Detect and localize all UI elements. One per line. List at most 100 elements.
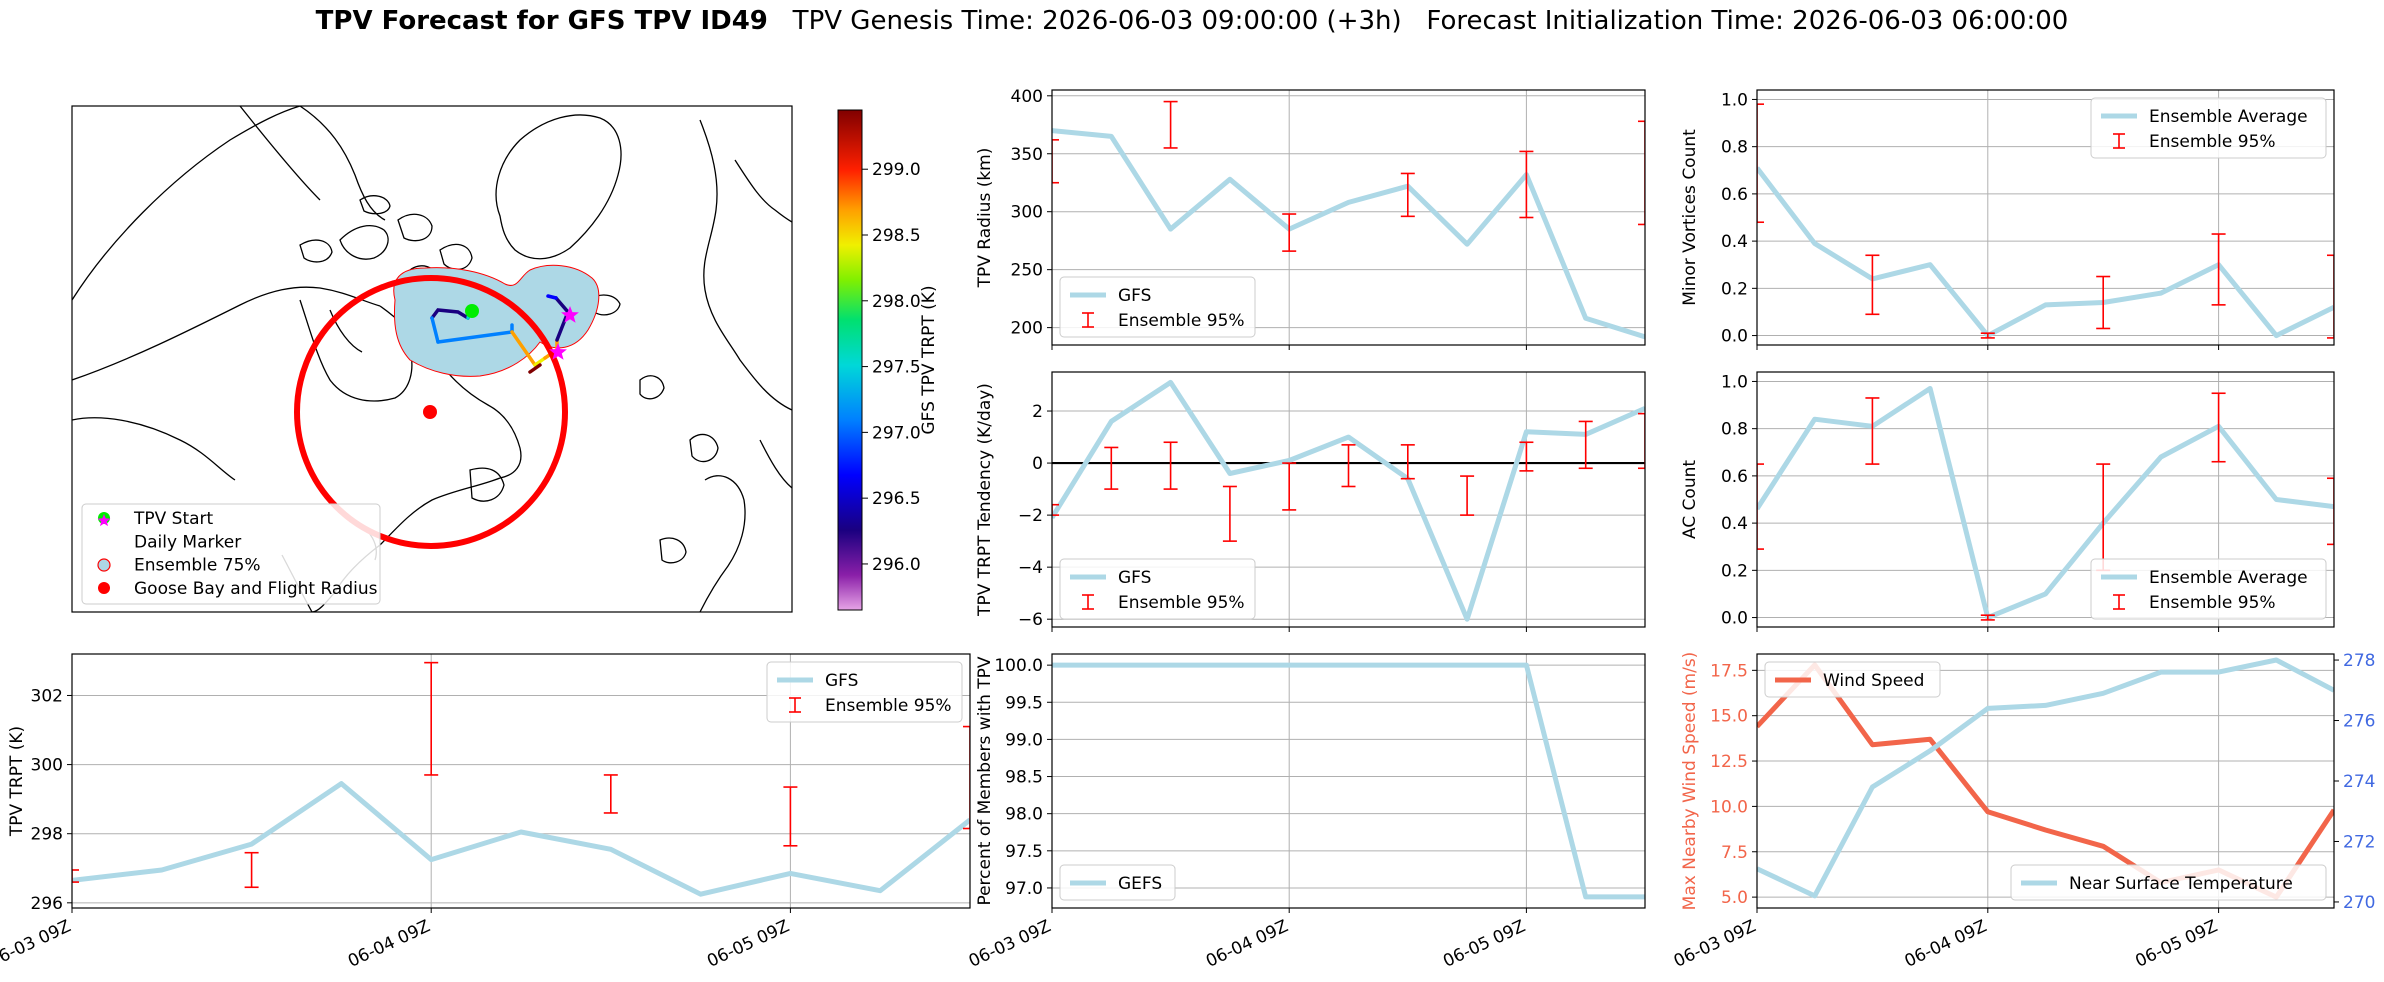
y-tick-label: 298 [31,825,63,845]
figure-title: TPV Forecast for GFS TPV ID49 TPV Genesi… [0,6,2384,36]
y-tick-label: 300 [31,756,63,776]
daily-marker-star [561,306,579,323]
x-tick-label: 06-05 09Z [704,916,792,971]
y-tick-label: 10.0 [1710,797,1748,817]
legend-label: GFS [1118,568,1151,588]
y-tick-label: −2 [1018,506,1043,526]
y-tick-label: 98.5 [1005,768,1043,788]
y-tick-label: 0.0 [1721,609,1748,629]
y-axis-label: TPV Radius (km) [975,148,995,289]
y-tick-label: 15.0 [1710,707,1748,727]
error-bar [1519,441,1534,472]
legend-frame [2090,558,2327,620]
legend-frame [1059,864,1176,901]
y-tick-label: 98.0 [1005,805,1043,825]
legend-frame [1764,661,1941,698]
y-axis-label: TPV TRPT (K) [7,726,27,837]
legend-daily-marker-icon [97,514,111,527]
panel-wind_temp: 5.0 7.5 10.0 12.5 15.0 17.5 06-03 09Z 06-04 09Z… [1671,651,2376,972]
y-tick-label: 0.8 [1721,420,1748,440]
error-bar [1865,397,1880,465]
ensemble-75-region [393,264,600,377]
y-tick-label: 2 [1032,402,1043,422]
error-bar [1400,444,1415,480]
map-colorbar: 299.0 298.5 298.0 297.5 297.0 296.5 296.0 GFS T… [837,109,939,611]
plot-frame [1051,89,1646,346]
colorbar-tick-label: 299.0 [872,160,921,180]
y-tick-label: 0.2 [1721,561,1748,581]
y-tick-label: 99.5 [1005,693,1043,713]
map-legend-label: TPV Start [133,509,214,529]
error-bar [1638,120,1645,226]
panel-minor: 0.0 0.2 0.4 0.6 0.8 1.0 Minor Vortices Count En… [1680,89,2335,350]
y-tick-label: 5.0 [1721,888,1748,908]
flight-radius-circle [294,275,568,549]
legend: GEFS [1059,864,1176,901]
panel-tendency: −6 −4 −2 0 2 TPV TRPT Tendency (K/day) GFS Ense… [975,371,1646,632]
error-bar [2211,233,2226,306]
error-bar [1519,150,1534,219]
y-right-tick-label: 270 [2343,893,2375,913]
series-line [1757,386,2334,621]
y-tick-label: 0.6 [1721,185,1748,205]
y-tick-label: 302 [31,686,63,706]
error-bar [603,774,618,814]
colorbar-tick-label: 296.0 [872,555,921,575]
error-bar [1282,213,1297,252]
error-bar [2211,392,2226,463]
tpv-start-marker [465,304,479,318]
y-axis-label: Minor Vortices Count [1680,129,1700,306]
y-tick-label: 0 [1032,454,1043,474]
legend-label: GFS [1118,286,1151,306]
series-line [72,781,970,897]
panel-trpt: 296 298 300 302 06-03 09Z 06-04 09Z 06-05 09Z T… [0,653,971,972]
legend-label: Ensemble Average [2149,568,2308,588]
legend-frame [2090,97,2327,159]
error-bar [244,851,259,889]
legend: Wind Speed [1764,661,1941,698]
legend-label: Near Surface Temperature [2069,874,2293,894]
legend-label: Wind Speed [1823,671,1924,691]
y-tick-label: 99.0 [1005,730,1043,750]
y-tick-label: 296 [31,894,63,914]
y-axis-label: AC Count [1680,460,1700,539]
x-tick-label: 06-04 09Z [1203,916,1291,971]
error-bar [1052,139,1059,184]
legend-ensemble-icon [97,558,111,572]
y-tick-label: 300 [1011,203,1043,223]
y-axis-label: TPV TRPT Tendency (K/day) [975,383,995,617]
y-right-tick-label: 274 [2343,772,2375,792]
legend-label: GFS [825,671,858,691]
legend: Ensemble Average Ensemble 95% [2090,558,2327,620]
error-bar [1638,412,1645,470]
error-bar [2096,275,2111,330]
error-bar [1052,503,1059,516]
map-legend-label: Ensemble 75% [134,556,261,576]
legend-frame [1059,558,1256,620]
colorbar-tick-label: 298.0 [872,292,921,312]
series-line [1052,662,1645,900]
series-line [1052,379,1645,622]
legend: GFS Ensemble 95% [1059,558,1256,620]
legend-goose-bay-icon [98,582,110,594]
error-bar [1757,103,1764,224]
error-bar [1163,441,1178,490]
y-tick-label: 100.0 [994,656,1043,676]
x-tick-label: 06-05 09Z [1440,916,1528,971]
colorbar-tick-label: 297.0 [872,423,921,443]
y-axis-label: Max Nearby Wind Speed (m/s) [1680,652,1700,911]
legend-label: Ensemble 95% [825,696,952,716]
x-tick-label: 06-03 09Z [966,916,1054,971]
legend-label: Ensemble Average [2149,107,2308,127]
error-bar [1104,446,1119,490]
plot-frame [71,653,971,909]
legend-label: Ensemble 95% [2149,132,2276,152]
y-tick-label: 1.0 [1721,90,1748,110]
y-tick-label: 97.0 [1005,879,1043,899]
map-coastlines [72,106,792,612]
y-tick-label: −4 [1018,558,1043,578]
y-tick-label: 200 [1011,319,1043,339]
colorbar-tick-label: 298.5 [872,226,921,246]
plot-frame [1051,371,1646,628]
legend-label: Ensemble 95% [1118,593,1245,613]
